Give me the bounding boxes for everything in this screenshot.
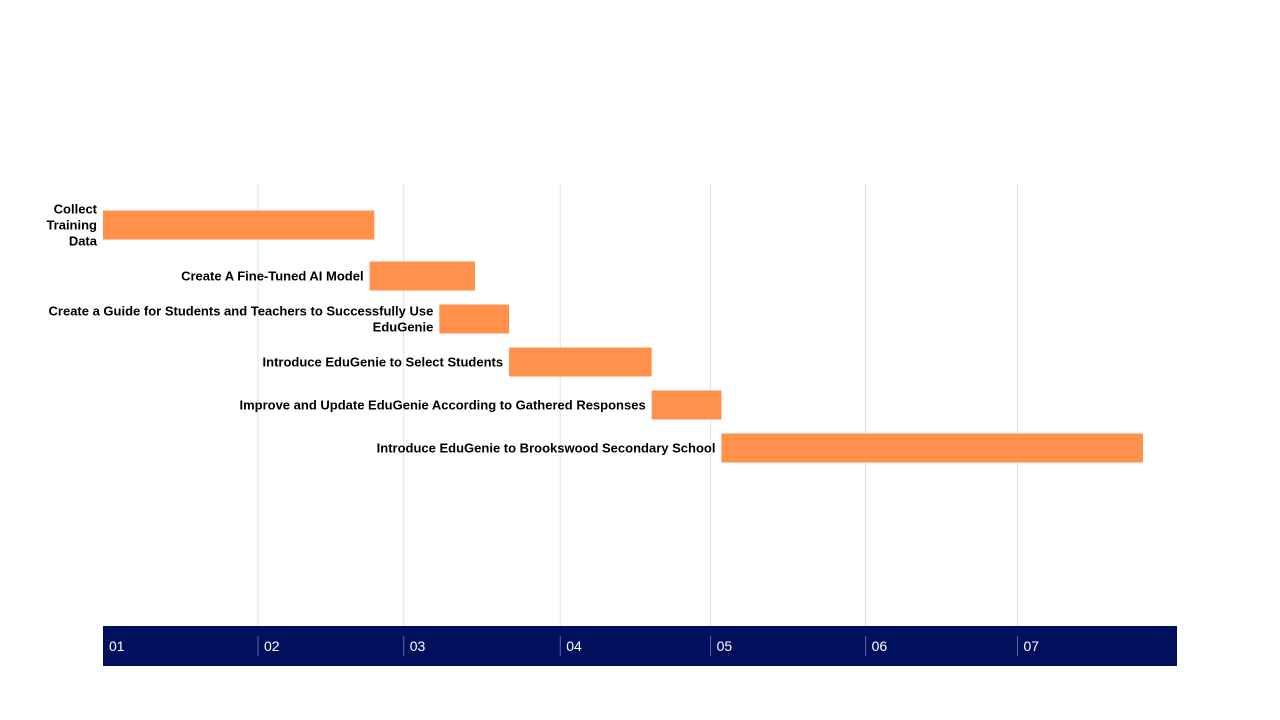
task-bar bbox=[369, 261, 475, 291]
task-label: Data bbox=[69, 234, 98, 249]
gridlines bbox=[257, 184, 1018, 626]
task-bar bbox=[103, 210, 375, 240]
task-bar bbox=[509, 347, 652, 377]
task-bar bbox=[721, 433, 1144, 463]
task-bars bbox=[103, 210, 1144, 463]
x-tick-label: 01 bbox=[109, 638, 125, 654]
task-label: Create a Guide for Students and Teachers… bbox=[49, 304, 434, 319]
x-tick-label: 06 bbox=[872, 638, 888, 654]
task-label: EduGenie bbox=[373, 320, 434, 335]
task-bar bbox=[651, 390, 722, 420]
task-label: Introduce EduGenie to Select Students bbox=[263, 355, 504, 370]
x-tick-label: 07 bbox=[1024, 638, 1040, 654]
task-label: Introduce EduGenie to Brookswood Seconda… bbox=[377, 441, 716, 456]
x-tick-label: 04 bbox=[566, 638, 582, 654]
x-tick-label: 02 bbox=[264, 638, 280, 654]
task-label: Training bbox=[46, 218, 97, 233]
timeline-band bbox=[103, 626, 1177, 666]
x-tick-label: 03 bbox=[410, 638, 426, 654]
task-label: Improve and Update EduGenie According to… bbox=[239, 398, 645, 413]
timeline-ticks: 01 02 03 04 05 06 07 bbox=[109, 636, 1039, 656]
timeline-axis: 01 02 03 04 05 06 07 bbox=[103, 626, 1177, 666]
x-tick-label: 05 bbox=[717, 638, 733, 654]
task-label: Create A Fine-Tuned AI Model bbox=[181, 269, 364, 284]
task-label: Collect bbox=[54, 202, 98, 217]
task-bar bbox=[439, 304, 510, 334]
